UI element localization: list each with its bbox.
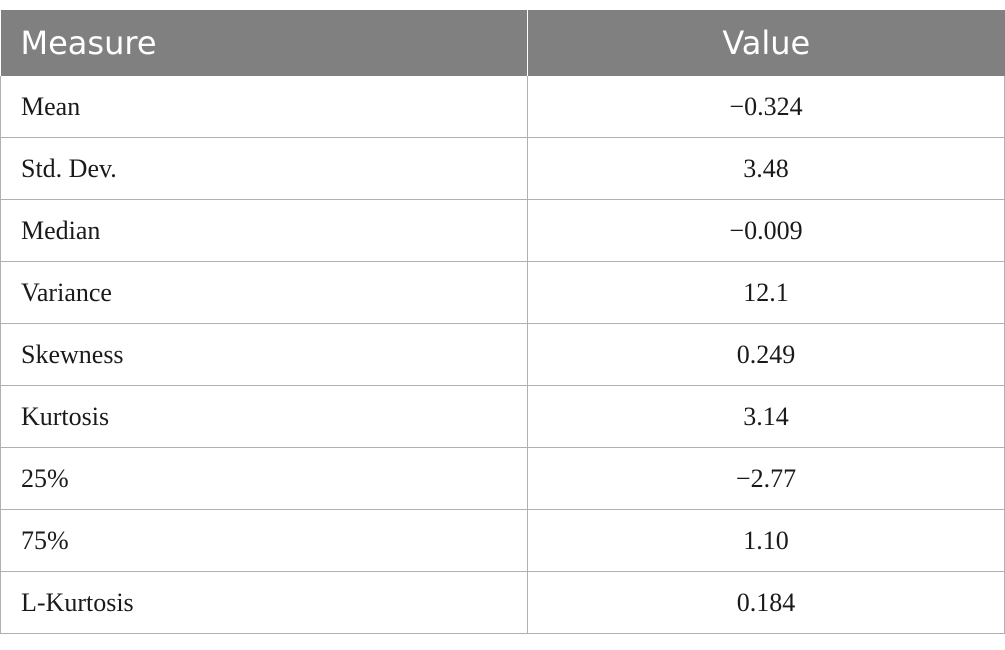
table-row: Median −0.009 <box>0 199 1005 262</box>
table-row: 25% −2.77 <box>0 447 1005 510</box>
measure-cell: 25% <box>0 447 528 510</box>
value-cell: 3.14 <box>527 385 1005 448</box>
measure-cell: Median <box>0 199 528 262</box>
table-row: Mean −0.324 <box>0 76 1005 138</box>
table-row: Variance 12.1 <box>0 261 1005 324</box>
table-row: L-Kurtosis 0.184 <box>0 571 1005 634</box>
measure-cell: Kurtosis <box>0 385 528 448</box>
table-row: Skewness 0.249 <box>0 323 1005 386</box>
column-header-measure: Measure <box>0 10 528 76</box>
measure-cell: Std. Dev. <box>0 137 528 200</box>
table-body: Mean −0.324 Std. Dev. 3.48 Median −0.009… <box>0 76 1005 634</box>
column-header-value: Value <box>527 10 1005 76</box>
statistics-table: Measure Value Mean −0.324 Std. Dev. 3.48… <box>0 10 1005 634</box>
measure-cell: Mean <box>0 76 528 138</box>
statistics-table-container: Measure Value Mean −0.324 Std. Dev. 3.48… <box>0 10 1005 634</box>
measure-cell: L-Kurtosis <box>0 571 528 634</box>
value-cell: 12.1 <box>527 261 1005 324</box>
header-row: Measure Value <box>0 10 1005 76</box>
measure-cell: Variance <box>0 261 528 324</box>
measure-cell: 75% <box>0 509 528 572</box>
value-cell: 0.249 <box>527 323 1005 386</box>
value-cell: −0.324 <box>527 76 1005 138</box>
value-cell: 3.48 <box>527 137 1005 200</box>
measure-cell: Skewness <box>0 323 528 386</box>
table-row: Std. Dev. 3.48 <box>0 137 1005 200</box>
value-cell: −2.77 <box>527 447 1005 510</box>
value-cell: 1.10 <box>527 509 1005 572</box>
table-row: Kurtosis 3.14 <box>0 385 1005 448</box>
value-cell: 0.184 <box>527 571 1005 634</box>
table-header: Measure Value <box>0 10 1005 76</box>
table-row: 75% 1.10 <box>0 509 1005 572</box>
value-cell: −0.009 <box>527 199 1005 262</box>
